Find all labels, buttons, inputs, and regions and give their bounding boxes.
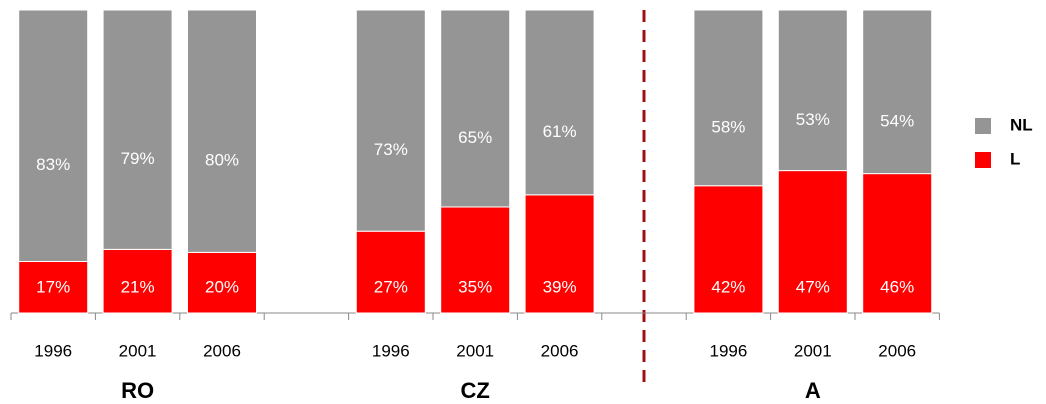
bar-segment [693,9,764,187]
x-tick-label: 1996 [709,341,747,360]
bar-segment [18,9,89,262]
value-label: 20% [205,277,239,296]
x-tick-label: 2001 [456,341,494,360]
x-tick-label: 2006 [203,341,241,360]
x-tick-label: 1996 [34,341,72,360]
value-label: 65% [458,128,492,147]
bar-segment [440,9,511,208]
bar-segment [355,230,426,314]
value-label: 73% [374,140,408,159]
bar-segment [524,9,595,196]
x-tick-label: 1996 [372,341,410,360]
value-label: 58% [711,117,745,136]
bar-segment [862,173,933,314]
bar-segment [102,9,173,250]
bar-segment [777,170,848,314]
legend-swatch [975,152,991,168]
value-label: 83% [36,155,70,174]
value-label: 42% [711,277,745,296]
legend-label: NL [1010,115,1033,134]
value-label: 46% [880,277,914,296]
group-label: RO [121,378,154,403]
legend-label: L [1010,149,1020,168]
x-tick-label: 2006 [878,341,916,360]
value-label: 21% [121,277,155,296]
legend-swatch [975,118,991,134]
value-label: 39% [543,277,577,296]
group-label: A [805,378,821,403]
bar-segment [440,206,511,314]
value-label: 17% [36,277,70,296]
bar-segment [187,9,257,253]
value-label: 61% [543,122,577,141]
bar-segment [862,9,933,175]
value-label: 35% [458,277,492,296]
bar-segment [777,9,848,172]
value-label: 54% [880,111,914,130]
value-label: 53% [796,110,830,129]
value-label: 80% [205,151,239,170]
value-label: 79% [121,149,155,168]
bar-segment [355,9,426,232]
x-tick-label: 2001 [119,341,157,360]
value-label: 27% [374,277,408,296]
x-tick-label: 2006 [541,341,579,360]
bar-segment [693,185,764,314]
group-label: CZ [461,378,490,403]
x-tick-label: 2001 [794,341,832,360]
value-label: 47% [796,277,830,296]
